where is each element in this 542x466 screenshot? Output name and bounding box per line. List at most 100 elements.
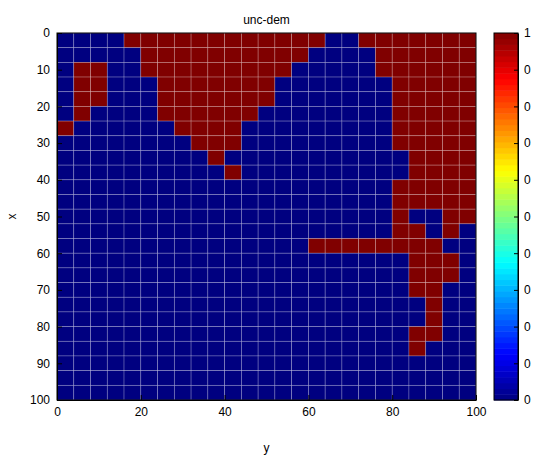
cell (191, 33, 208, 48)
cell (91, 371, 108, 386)
cell (325, 341, 342, 356)
cell (158, 253, 175, 268)
cell (342, 77, 359, 92)
cell (308, 33, 325, 48)
cell (409, 385, 426, 400)
cell (57, 92, 74, 107)
cell (208, 194, 225, 209)
cell (124, 62, 141, 77)
axis-line (518, 34, 519, 401)
cell (442, 341, 459, 356)
tick-mark (514, 327, 518, 328)
cell (426, 121, 443, 136)
cell (392, 194, 409, 209)
cell (124, 165, 141, 180)
cell (409, 312, 426, 327)
tick-mark (57, 180, 62, 181)
tick-mark (514, 363, 518, 364)
cell (325, 121, 342, 136)
cell (258, 194, 275, 209)
tick: 0 (514, 210, 531, 224)
tick: 40 (37, 173, 62, 187)
colorbar-swatch (494, 360, 518, 366)
cell (292, 371, 309, 386)
cell (91, 121, 108, 136)
cell (442, 150, 459, 165)
cell (292, 33, 309, 48)
cell (191, 371, 208, 386)
cell (174, 48, 191, 63)
cell (158, 194, 175, 209)
cell (91, 136, 108, 151)
cell (107, 106, 124, 121)
cell (325, 385, 342, 400)
cell (308, 224, 325, 239)
cell (74, 106, 91, 121)
cell (459, 150, 476, 165)
tick-label: 0 (54, 405, 61, 419)
cell (275, 106, 292, 121)
cell (342, 62, 359, 77)
cell (141, 165, 158, 180)
cell (208, 253, 225, 268)
cell (225, 62, 242, 77)
cell (392, 327, 409, 342)
cell (308, 371, 325, 386)
colorbar-swatch (494, 297, 518, 303)
cell (359, 327, 376, 342)
cell (107, 224, 124, 239)
cell (325, 136, 342, 151)
cell (342, 385, 359, 400)
colorbar-swatch (494, 56, 518, 62)
tick-mark (57, 217, 62, 218)
cell (124, 106, 141, 121)
cell (124, 297, 141, 312)
cell (208, 283, 225, 298)
cell (225, 312, 242, 327)
cell (258, 150, 275, 165)
cell (292, 150, 309, 165)
cell (375, 121, 392, 136)
cell (124, 312, 141, 327)
cell (225, 77, 242, 92)
cell (141, 253, 158, 268)
cell (174, 150, 191, 165)
cell (275, 33, 292, 48)
cell (225, 341, 242, 356)
cell (442, 180, 459, 195)
cell (191, 224, 208, 239)
cell (258, 224, 275, 239)
colorbar-swatch (494, 102, 518, 108)
cell (459, 312, 476, 327)
cell (208, 121, 225, 136)
cell (258, 106, 275, 121)
cell (275, 48, 292, 63)
cell (225, 385, 242, 400)
cell (158, 371, 175, 386)
tick-mark (514, 253, 518, 254)
colorbar-swatch (494, 211, 518, 217)
tick-label: 0 (524, 210, 531, 224)
colorbar-swatch (494, 67, 518, 73)
cell (359, 106, 376, 121)
cell (426, 209, 443, 224)
cell (325, 312, 342, 327)
cell (124, 327, 141, 342)
cell (275, 385, 292, 400)
cell (107, 385, 124, 400)
cell (74, 268, 91, 283)
cell (342, 327, 359, 342)
cell (375, 209, 392, 224)
cell (442, 33, 459, 48)
cell (375, 224, 392, 239)
cell (241, 268, 258, 283)
cell (241, 106, 258, 121)
cell (174, 297, 191, 312)
cell (359, 253, 376, 268)
cell (174, 239, 191, 254)
cell (91, 341, 108, 356)
cell (174, 253, 191, 268)
cell (158, 150, 175, 165)
cell (191, 121, 208, 136)
cell (258, 136, 275, 151)
